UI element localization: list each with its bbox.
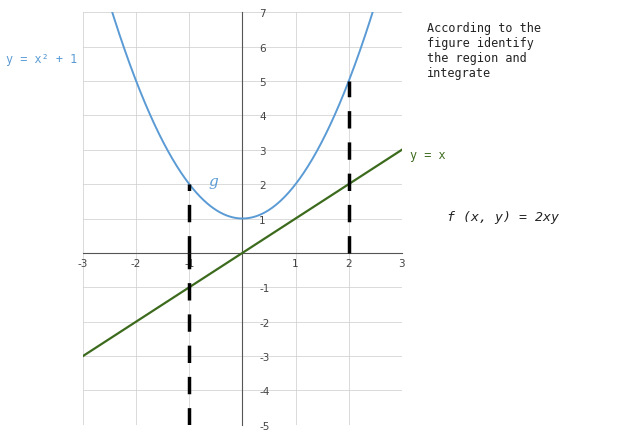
Text: According to the
figure identify
the region and
integrate: According to the figure identify the reg… [427,22,542,80]
Text: y = x² + 1: y = x² + 1 [6,53,78,66]
Text: f (x, y) = 2xy: f (x, y) = 2xy [447,210,559,223]
Text: y = x: y = x [410,149,445,162]
Text: g: g [209,174,218,188]
